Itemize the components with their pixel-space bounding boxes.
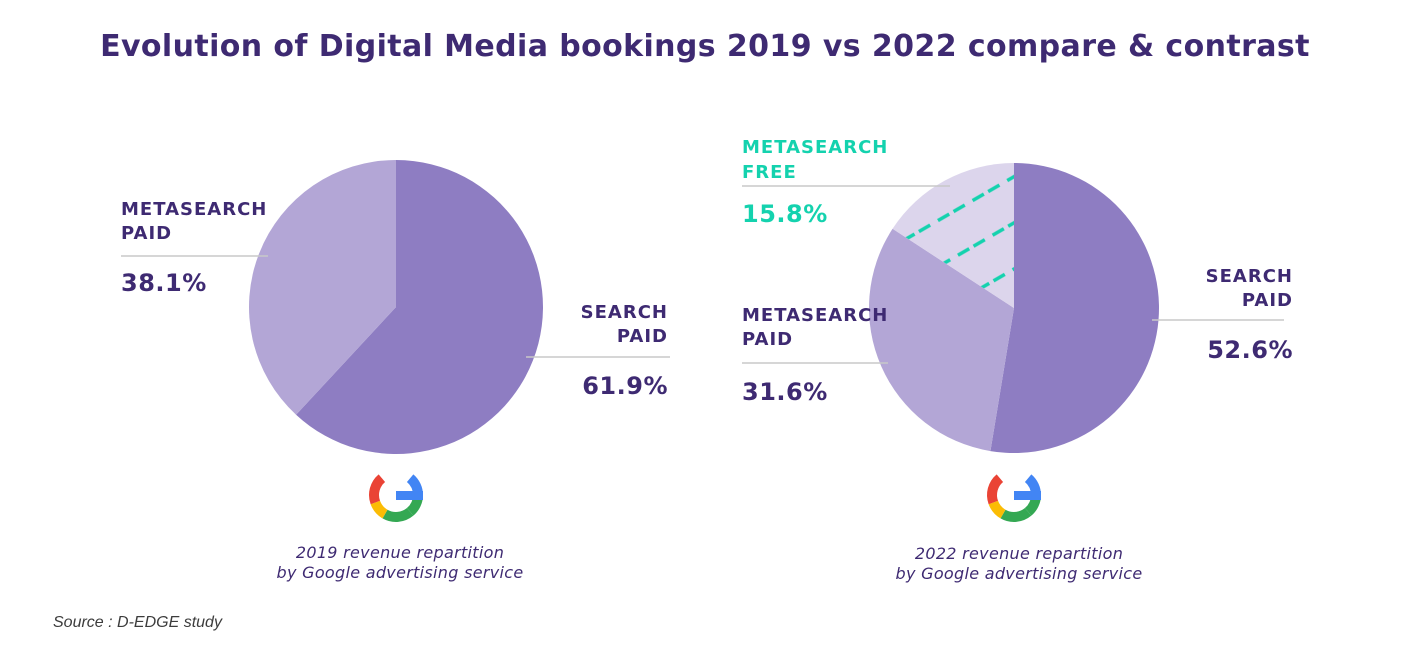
chart-caption-line1: 2022 revenue repartition (915, 544, 1123, 563)
slice-label-metasearch-free-line2: FREE (742, 162, 797, 183)
pie-slice-metasearch-paid (868, 228, 1014, 452)
pie-chart-2: SEARCH PAID 52.6% METASEARCH PAID 31.6% METASE… (742, 137, 1293, 583)
slice-label-metasearch-paid: METASEARCH (121, 199, 267, 220)
slice-value-metasearch-free: 15.8% (742, 200, 828, 228)
slice-label-metasearch-paid-line2: PAID (742, 329, 793, 350)
slice-value-metasearch-paid: 31.6% (742, 378, 828, 406)
google-g-logo-icon (987, 474, 1041, 522)
pie-slice-metasearch-paid (249, 160, 396, 415)
slice-label-search-paid-line2: PAID (617, 326, 668, 347)
slice-label-metasearch-paid: METASEARCH (742, 305, 888, 326)
slice-label-metasearch-free: METASEARCH (742, 137, 888, 158)
slice-label-search-paid-line2: PAID (1242, 290, 1293, 311)
slice-label-search-paid: SEARCH (1206, 266, 1293, 287)
slice-value-search-paid: 52.6% (1207, 336, 1293, 364)
chart-title: Evolution of Digital Media bookings 2019… (100, 29, 1310, 64)
pie-chart-1: SEARCH PAID 61.9% METASEARCH PAID 38.1% 2019 r… (121, 160, 670, 582)
slice-label-metasearch-paid-line2: PAID (121, 223, 172, 244)
chart-caption-line2: by Google advertising service (277, 563, 524, 582)
source-note: Source : D-EDGE study (53, 614, 222, 631)
pies-group: SEARCH PAID 61.9% METASEARCH PAID 38.1% 2019 r… (121, 137, 1293, 583)
slice-value-search-paid: 61.9% (582, 372, 668, 400)
slice-value-metasearch-paid: 38.1% (121, 269, 207, 297)
slice-label-search-paid: SEARCH (581, 302, 668, 323)
pie-slice-search-paid (296, 160, 544, 455)
chart-caption-line2: by Google advertising service (896, 564, 1143, 583)
google-g-logo-icon (369, 474, 423, 522)
pie-slice-search-paid (990, 163, 1159, 453)
pie-slice-metasearch-free (892, 163, 1014, 308)
chart-caption-line1: 2019 revenue repartition (296, 543, 504, 562)
